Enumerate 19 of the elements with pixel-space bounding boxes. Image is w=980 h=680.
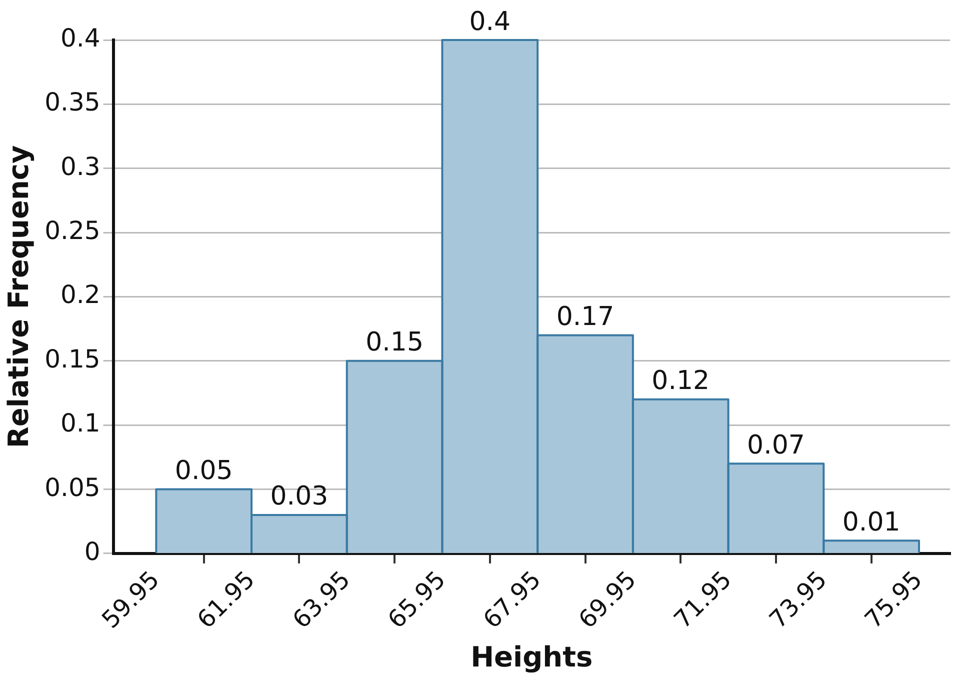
data-label: 0.17 <box>556 302 614 332</box>
data-label: 0.4 <box>469 6 511 37</box>
data-label: 0.01 <box>842 507 900 538</box>
data-label: 0.15 <box>366 328 424 358</box>
x-axis-title: Heights <box>470 640 593 674</box>
y-tick-label: 0 <box>84 536 100 566</box>
data-label: 0.12 <box>652 366 710 396</box>
y-tick-label: 0.15 <box>44 344 100 374</box>
y-tick-label: 0.25 <box>44 216 100 246</box>
y-tick-label: 0.1 <box>60 408 100 438</box>
data-label: 0.05 <box>174 456 233 486</box>
y-tick-label: 0.3 <box>60 152 100 181</box>
y-tick-label: 0.2 <box>60 280 100 310</box>
data-label: 0.07 <box>747 430 805 460</box>
y-axis-title: Relative Frequency <box>2 145 36 448</box>
y-tick-label: 0.05 <box>44 472 100 502</box>
y-tick-label: 0.4 <box>60 24 100 52</box>
data-label: 0.03 <box>270 482 328 512</box>
y-tick-label: 0.35 <box>44 88 100 117</box>
